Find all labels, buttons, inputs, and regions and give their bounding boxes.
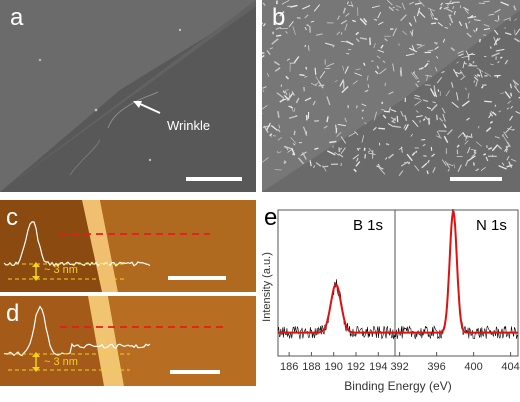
panel-d-afm-image: d ~ 3 nm bbox=[0, 296, 256, 386]
panel-d-graphic bbox=[0, 296, 256, 386]
height-profile-c bbox=[3, 221, 151, 267]
x-tick-label: 188 bbox=[302, 361, 320, 373]
x-tick-label: 190 bbox=[325, 361, 343, 373]
height-label-d: ~ 3 nm bbox=[44, 356, 78, 368]
x-tick-label: 396 bbox=[427, 361, 445, 373]
x-tick-label: 400 bbox=[464, 361, 482, 373]
wrinkle-arrow-head bbox=[133, 101, 142, 108]
xps-chart-svg: B 1s 186 188 190 192 194 N 1s 392 396 400 404 Bindi… bbox=[261, 208, 520, 393]
x-tick-label: 186 bbox=[280, 361, 298, 373]
panel-d-label: d bbox=[6, 300, 20, 327]
panel-b-label: b bbox=[272, 4, 286, 31]
wrinkle-label: Wrinkle bbox=[167, 118, 211, 133]
panel-b-sem-image: b bbox=[262, 0, 520, 192]
x-axis-title: Binding Energy (eV) bbox=[344, 379, 451, 393]
x-tick-label: 404 bbox=[501, 361, 519, 373]
x-tick-label: 192 bbox=[347, 361, 365, 373]
scale-bar-d bbox=[170, 370, 220, 374]
series-n1s: N 1s 392 396 400 404 bbox=[390, 208, 520, 373]
height-label-c: ~ 3 nm bbox=[44, 264, 78, 276]
x-tick-label: 194 bbox=[369, 361, 387, 373]
fit-curve-line bbox=[278, 283, 395, 334]
wrinkle-arrow bbox=[137, 102, 161, 114]
scale-bar-a bbox=[186, 177, 242, 181]
y-axis-title: Intensity (a.u.) bbox=[261, 252, 273, 322]
x-tick-label: 392 bbox=[390, 361, 408, 373]
panel-e-xps-chart: e B 1s 186 188 190 192 194 N 1s 392 396 400 404 Bin… bbox=[258, 196, 520, 402]
panel-a-sem-image: a Wrinkle bbox=[0, 0, 256, 192]
series-b1s: B 1s 186 188 190 192 194 bbox=[277, 217, 396, 373]
panel-b-graphic bbox=[262, 0, 520, 192]
plot-frame bbox=[277, 209, 519, 357]
panel-e-label: e bbox=[264, 204, 278, 231]
scale-bar-c bbox=[168, 276, 226, 280]
series-label: B 1s bbox=[353, 217, 383, 234]
raw-spectrum-line bbox=[277, 279, 396, 340]
fit-curve-line bbox=[395, 210, 518, 334]
height-profile-d bbox=[3, 305, 151, 357]
panel-c-label: c bbox=[6, 204, 18, 231]
scale-bar-b bbox=[450, 177, 502, 181]
panel-a-label: a bbox=[10, 4, 24, 31]
panel-a-graphic bbox=[0, 0, 256, 192]
series-label: N 1s bbox=[476, 217, 507, 234]
panel-c-graphic bbox=[0, 200, 256, 292]
panel-c-afm-image: c ~ 3 nm bbox=[0, 200, 256, 292]
